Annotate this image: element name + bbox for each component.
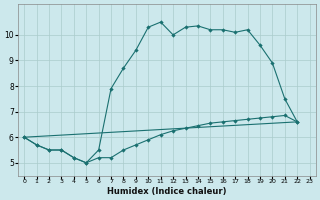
X-axis label: Humidex (Indice chaleur): Humidex (Indice chaleur) [107, 187, 227, 196]
